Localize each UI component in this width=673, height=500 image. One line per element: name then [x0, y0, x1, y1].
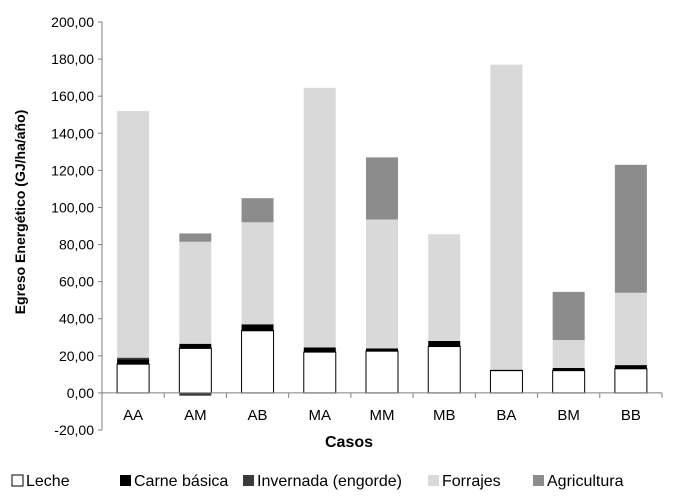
y-tick-label: 140,00: [51, 125, 94, 141]
y-tick-label: 0,00: [67, 385, 94, 401]
y-tick-label: 120,00: [51, 162, 94, 178]
bar-segment-ab-1: [241, 324, 274, 331]
bar-segment-ba-3: [490, 64, 523, 370]
bar-segment-mm-3: [366, 219, 398, 349]
bar-segment-aa-0: [116, 363, 150, 394]
x-axis-ticks: AA AM AB MA MM MB BA BM BB: [101, 392, 663, 424]
bar-segment-mb-1: [428, 340, 461, 347]
bar-segment-ma-0: [303, 351, 337, 394]
bar-segment-bm-4: [552, 291, 585, 341]
y-tick-label: 180,00: [51, 51, 94, 67]
y-tick-label: 20,00: [59, 348, 94, 364]
y-tick-label: 60,00: [59, 274, 94, 290]
x-tick-label: BM: [557, 407, 580, 424]
bar-segment-aa-1: [117, 359, 150, 365]
bar-segment-aa-2: [117, 357, 150, 360]
bar-segment-am-2: [179, 392, 212, 396]
x-axis-title: Casos: [325, 434, 373, 451]
legend-swatch: [533, 475, 544, 486]
y-axis-title: Egreso Energético (GJ/ha/año): [12, 110, 28, 315]
bar-segment-ma-1: [303, 347, 336, 353]
bar-segment-mm-1: [366, 348, 398, 352]
legend-label: Agricultura: [547, 473, 624, 490]
bar-segment-aa-3: [117, 111, 150, 358]
y-tick-label: -20,00: [54, 422, 94, 438]
bar-segment-am-4: [179, 233, 212, 242]
bar-segment-ab-3: [241, 222, 274, 325]
legend-label: Carne básica: [134, 473, 228, 490]
bar-segment-mb-0: [427, 346, 461, 394]
x-tick-label: BA: [496, 407, 516, 424]
bar-segment-bm-1: [552, 367, 585, 371]
legend-label: Forrajes: [442, 473, 501, 490]
y-tick-label: 100,00: [51, 199, 94, 215]
x-tick-label: AB: [248, 407, 268, 424]
legend-swatch: [243, 475, 254, 486]
y-tick-label: 200,00: [51, 14, 94, 30]
x-tick-label: AM: [184, 407, 207, 424]
x-tick-label: MB: [433, 407, 456, 424]
bar-segment-bm-3: [552, 340, 585, 368]
legend-swatch: [11, 474, 24, 487]
x-tick-label: MM: [370, 407, 395, 424]
bar-segment-ba-0: [489, 370, 523, 394]
y-tick-label: 40,00: [59, 311, 94, 327]
x-tick-label: BB: [621, 407, 641, 424]
bar-segment-ab-0: [241, 330, 275, 394]
bar-segment-ma-3: [303, 87, 336, 348]
y-tick-label: 160,00: [51, 88, 94, 104]
legend-label: Leche: [26, 473, 70, 490]
bar-segment-am-1: [179, 343, 212, 349]
legend-swatch: [120, 475, 131, 486]
x-tick-label: AA: [123, 407, 143, 424]
bar-segment-am-0: [178, 347, 212, 394]
bar-segment-ab-4: [241, 198, 274, 223]
y-axis-ticks: -20,00 0,00 20,00 40,00 60,00 80,00 100,00 120,…: [51, 14, 102, 438]
y-tick-label: 80,00: [59, 237, 94, 253]
bar-segment-bb-1: [614, 365, 647, 369]
bars: [116, 64, 648, 396]
bar-segment-bm-0: [552, 370, 586, 394]
x-tick-label: MA: [309, 407, 332, 424]
legend-label: Invernada (engorde): [257, 473, 402, 490]
bar-segment-bb-0: [614, 368, 648, 394]
bar-segment-bb-3: [614, 292, 647, 366]
legend-swatch: [428, 475, 439, 486]
bar-segment-mb-3: [428, 234, 461, 341]
bar-segment-bb-4: [614, 164, 647, 293]
bar-segment-mm-4: [366, 157, 398, 220]
legend: Leche Carne básica Invernada (engorde) Forr…: [11, 473, 624, 490]
bar-segment-am-3: [179, 241, 212, 344]
bar-segment-mm-0: [365, 350, 399, 394]
bar-segment-ba-1: [490, 369, 523, 371]
